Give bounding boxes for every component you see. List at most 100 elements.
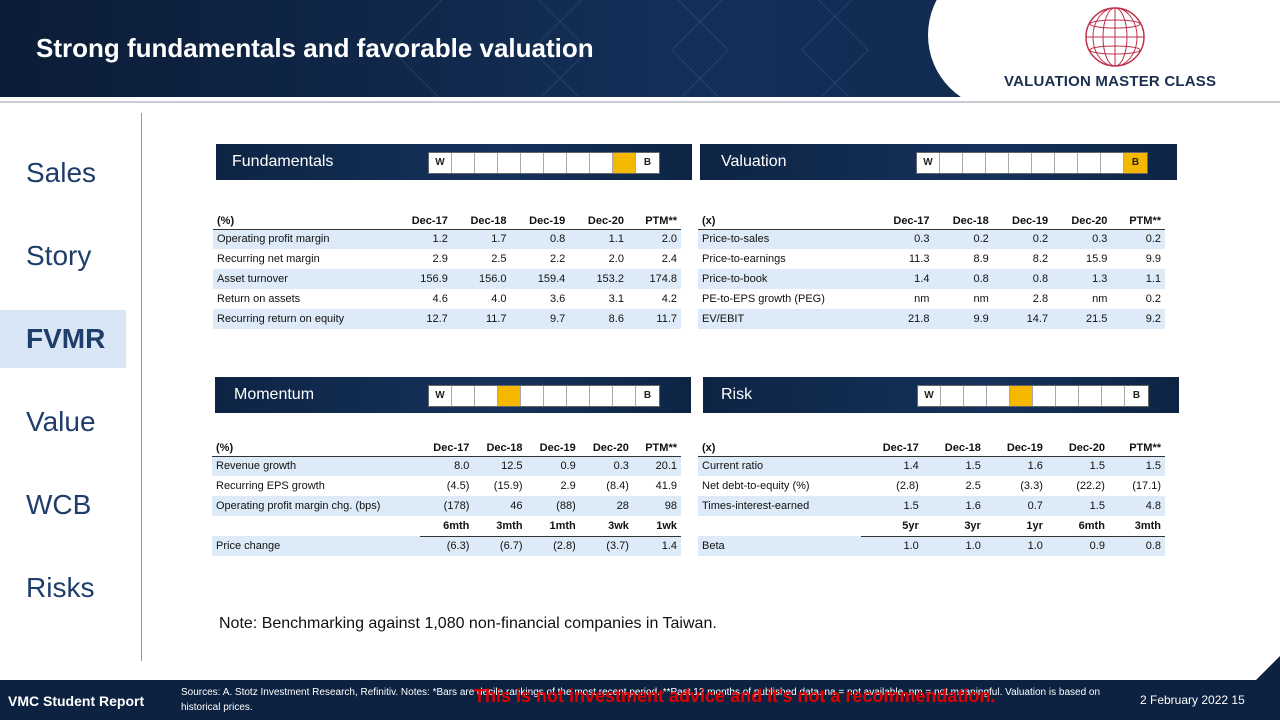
table-cell: 0.3 bbox=[579, 456, 633, 476]
table-cell: Operating profit margin bbox=[213, 229, 394, 249]
nav-item-wcb[interactable]: WCB bbox=[26, 489, 92, 520]
momentum-table: (%) Dec-17 Dec-18 Dec-19 Dec-20 PTM** Re… bbox=[212, 440, 681, 556]
table-row: Current ratio 1.4 1.5 1.6 1.5 1.5 bbox=[698, 456, 1165, 476]
decile-cell bbox=[475, 153, 498, 173]
divider bbox=[0, 101, 1280, 103]
nav-item-risks[interactable]: Risks bbox=[26, 572, 95, 603]
table-cell: (17.1) bbox=[1132, 480, 1161, 492]
header-row: (x) Dec-17 Dec-18 Dec-19 Dec-20 PTM** bbox=[698, 440, 1165, 457]
decile-cell bbox=[521, 153, 544, 173]
nav-item-story[interactable]: Story bbox=[26, 240, 92, 271]
decile-cell bbox=[590, 153, 613, 173]
decile-cell bbox=[1033, 386, 1056, 406]
decile-cell: W bbox=[429, 153, 452, 173]
nav-item-sales[interactable]: Sales bbox=[26, 157, 97, 188]
table-cell: 1mth bbox=[526, 516, 580, 537]
table-cell: 20.1 bbox=[632, 456, 681, 476]
table-cell: nm bbox=[973, 293, 989, 305]
decile-cell-highlighted bbox=[1010, 386, 1033, 406]
table-cell: 2.4 bbox=[661, 253, 677, 265]
footer-sources: Sources: A. Stotz Investment Research, R… bbox=[181, 687, 1101, 713]
decile-cell: W bbox=[429, 386, 452, 406]
decile-cell bbox=[452, 386, 475, 406]
table-cell: (8.4) bbox=[606, 480, 629, 492]
decile-cell bbox=[940, 153, 963, 173]
table-cell: 3.1 bbox=[608, 293, 624, 305]
decile-cell bbox=[1056, 386, 1079, 406]
col-header: Dec-18 bbox=[922, 440, 985, 457]
table-cell: 1.1 bbox=[569, 229, 628, 249]
table-cell: Price-to-book bbox=[698, 269, 875, 289]
col-header: (%) bbox=[212, 440, 421, 457]
table-cell: 8.0 bbox=[420, 456, 474, 476]
decile-cell bbox=[452, 153, 475, 173]
table-cell: 14.7 bbox=[992, 309, 1053, 329]
fundamentals-table: (%) Dec-17 Dec-18 Dec-19 Dec-20 PTM** Op… bbox=[213, 213, 681, 329]
table-cell: 0.7 bbox=[984, 496, 1047, 516]
table-cell: 1.5 bbox=[1046, 456, 1109, 476]
benchmark-note: Note: Benchmarking against 1,080 non-fin… bbox=[219, 615, 717, 632]
table-cell: 9.2 bbox=[1111, 309, 1165, 329]
table-cell: 4.0 bbox=[491, 293, 507, 305]
col-header: Dec-20 bbox=[1052, 213, 1112, 230]
table-cell: Operating profit margin chg. (bps) bbox=[212, 496, 421, 516]
decile-cell bbox=[567, 153, 590, 173]
table-cell: 1.5 bbox=[1108, 456, 1165, 476]
disclaimer-warning: This is not investment advice and it's n… bbox=[474, 686, 996, 706]
decile-cell bbox=[613, 386, 636, 406]
table-row: Operating profit margin 1.2 1.7 0.8 1.1 2.0 bbox=[213, 229, 681, 249]
decile-cell bbox=[475, 386, 498, 406]
table-cell: 0.9 bbox=[526, 456, 580, 476]
table-cell: (88) bbox=[526, 496, 580, 516]
table-cell: Recurring net margin bbox=[217, 253, 320, 265]
table-cell: (2.8) bbox=[526, 536, 580, 556]
decile-cell bbox=[1101, 153, 1124, 173]
table-cell: Current ratio bbox=[698, 456, 861, 476]
col-header: Dec-17 bbox=[393, 213, 452, 230]
logo-text: VALUATION MASTER CLASS bbox=[1004, 73, 1217, 90]
table-cell: 28 bbox=[579, 496, 633, 516]
nav-item-fvmr[interactable]: FVMR bbox=[0, 310, 126, 368]
table-cell: 1.0 bbox=[860, 536, 923, 556]
globe-logo-icon bbox=[1085, 7, 1145, 67]
decile-cell bbox=[1079, 386, 1102, 406]
col-header: Dec-18 bbox=[451, 213, 511, 230]
table-cell: 12.7 bbox=[393, 309, 452, 329]
table-cell: 1.5 bbox=[922, 456, 985, 476]
decile-cell bbox=[986, 153, 1009, 173]
table-cell: 3mth bbox=[473, 516, 527, 537]
table-cell: (178) bbox=[420, 496, 474, 516]
table-cell: 11.3 bbox=[908, 253, 930, 265]
nav-item-value[interactable]: Value bbox=[26, 406, 96, 437]
table-cell: 174.8 bbox=[627, 269, 681, 289]
table-cell: 0.2 bbox=[992, 229, 1053, 249]
table-cell: 153.2 bbox=[569, 269, 628, 289]
table-cell: 6mth bbox=[1046, 516, 1109, 537]
decile-cell bbox=[1055, 153, 1078, 173]
table-cell: 2.0 bbox=[608, 253, 624, 265]
table-cell: 0.2 bbox=[933, 229, 993, 249]
decile-cell bbox=[941, 386, 964, 406]
table-cell: 21.8 bbox=[874, 309, 934, 329]
table-cell: 0.8 bbox=[1108, 536, 1165, 556]
table-cell: 2.2 bbox=[549, 253, 566, 265]
table-cell: (2.8) bbox=[896, 480, 919, 492]
header-row: (%) Dec-17 Dec-18 Dec-19 Dec-20 PTM** bbox=[213, 213, 681, 230]
decile-cell-highlighted: B bbox=[1124, 153, 1147, 173]
table-cell: 8.6 bbox=[569, 309, 628, 329]
table-cell: Return on assets bbox=[217, 293, 301, 305]
table-cell: 12.5 bbox=[473, 456, 527, 476]
table-row: Price-to-sales 0.3 0.2 0.2 0.3 0.2 bbox=[698, 229, 1165, 249]
table-row: Asset turnover 156.9 156.0 159.4 153.2 174.8 bbox=[213, 269, 681, 289]
decile-cell bbox=[521, 386, 544, 406]
fundamentals-title: Fundamentals bbox=[232, 153, 334, 170]
decile-cell: B bbox=[643, 157, 652, 168]
col-header: Dec-19 bbox=[992, 213, 1053, 230]
table-cell: 9.7 bbox=[510, 309, 570, 329]
table-row: Net debt-to-equity (%) (2.8) 2.5 (3.3) (22.2… bbox=[698, 476, 1165, 496]
